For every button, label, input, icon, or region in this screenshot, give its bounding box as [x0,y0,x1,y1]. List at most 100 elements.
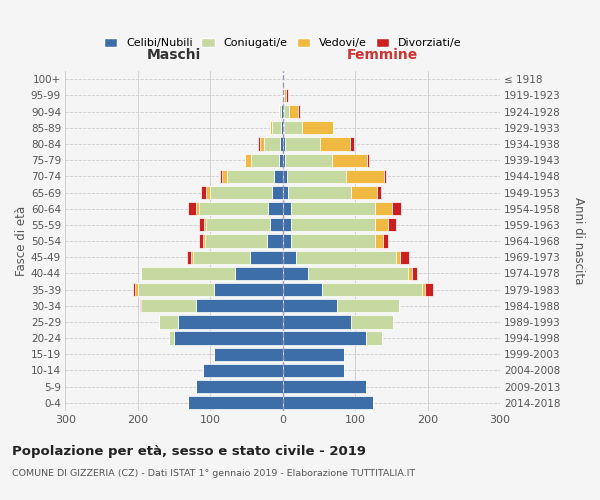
Bar [251,154,279,167]
Bar [281,105,283,118]
Bar [274,170,283,183]
Bar [283,89,284,102]
Text: Femmine: Femmine [347,48,418,62]
Bar [260,138,265,150]
Bar [392,202,401,215]
Bar [352,186,377,199]
Bar [285,138,320,150]
Bar [196,202,199,215]
Bar [291,234,374,248]
Bar [141,266,235,280]
Bar [235,266,283,280]
Bar [395,250,400,264]
Bar [269,218,283,232]
Bar [283,186,287,199]
Bar [133,283,136,296]
Bar [284,89,286,102]
Bar [203,234,205,248]
Bar [223,170,227,183]
Bar [203,364,283,377]
Bar [283,170,287,183]
Bar [188,202,196,215]
Bar [384,170,386,183]
Bar [245,154,251,167]
Bar [214,348,283,361]
Bar [206,218,269,232]
Bar [193,250,250,264]
Bar [291,202,374,215]
Bar [287,186,352,199]
Bar [283,316,352,328]
Bar [283,396,373,409]
Bar [272,186,283,199]
Bar [366,332,382,344]
Text: Maschi: Maschi [147,48,201,62]
Bar [205,234,266,248]
Bar [283,299,337,312]
Bar [298,105,300,118]
Bar [287,170,346,183]
Legend: Celibi/Nubili, Coniugati/e, Vedovi/e, Divorziati/e: Celibi/Nubili, Coniugati/e, Vedovi/e, Di… [104,38,461,48]
Bar [332,154,367,167]
Bar [160,316,178,328]
Bar [367,154,369,167]
Bar [137,283,214,296]
Bar [279,105,281,118]
Bar [374,202,392,215]
Bar [425,283,433,296]
Bar [203,218,206,232]
Bar [199,202,268,215]
Bar [291,218,374,232]
Bar [136,283,137,296]
Bar [286,89,289,102]
Bar [408,266,412,280]
Bar [284,105,289,118]
Bar [422,283,425,296]
Bar [214,283,283,296]
Bar [196,380,283,393]
Bar [220,170,223,183]
Bar [191,250,193,264]
Bar [283,121,284,134]
Bar [178,316,283,328]
Bar [283,138,285,150]
Bar [174,332,283,344]
Bar [322,283,422,296]
Bar [283,218,291,232]
Bar [337,299,398,312]
Bar [250,250,283,264]
Bar [199,218,203,232]
Bar [270,121,272,134]
Bar [268,202,283,215]
Bar [169,332,174,344]
Bar [283,202,291,215]
Bar [283,266,308,280]
Bar [187,250,191,264]
Bar [296,250,395,264]
Bar [283,332,366,344]
Bar [283,283,322,296]
Bar [199,234,203,248]
Bar [283,380,366,393]
Bar [141,299,196,312]
Bar [140,299,141,312]
Bar [383,234,388,248]
Bar [289,105,298,118]
Bar [377,186,381,199]
Bar [374,234,383,248]
Bar [400,250,409,264]
Bar [374,218,388,232]
Bar [346,170,384,183]
Text: COMUNE DI GIZZERIA (CZ) - Dati ISTAT 1° gennaio 2019 - Elaborazione TUTTITALIA.I: COMUNE DI GIZZERIA (CZ) - Dati ISTAT 1° … [12,469,415,478]
Bar [283,364,344,377]
Bar [227,170,274,183]
Bar [285,154,332,167]
Bar [279,154,283,167]
Bar [258,138,260,150]
Bar [388,218,397,232]
Bar [210,186,272,199]
Bar [272,121,281,134]
Y-axis label: Anni di nascita: Anni di nascita [572,198,585,284]
Bar [283,348,344,361]
Bar [352,316,394,328]
